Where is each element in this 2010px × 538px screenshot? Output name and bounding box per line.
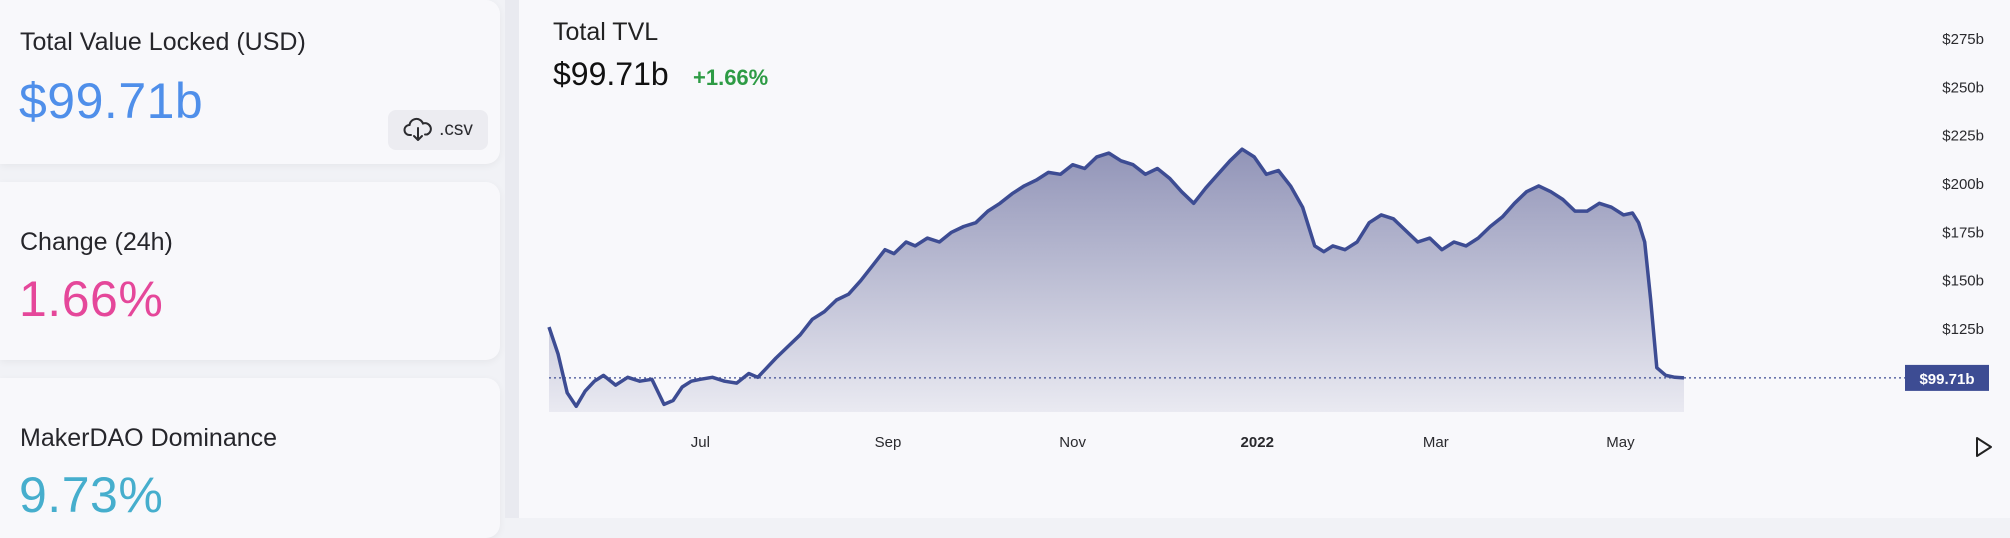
tvl-area-fill [549, 149, 1684, 412]
current-value-tag [1905, 364, 1989, 391]
change-value: 1.66% [19, 271, 164, 327]
y-tick-label: $275b [1942, 31, 1984, 48]
x-tick-label: May [1606, 434, 1635, 451]
dominance-card: MakerDAO Dominance 9.73% [0, 378, 500, 538]
x-tick-label: Nov [1059, 434, 1086, 451]
x-tick-label: 2022 [1241, 434, 1274, 451]
tvl-area-chart[interactable]: $99.71b $275b $250b $225b $200b $175b $150b $12… [519, 0, 2010, 518]
x-tick-label: Mar [1423, 434, 1449, 451]
dominance-label: MakerDAO Dominance [20, 424, 278, 452]
chart-change: +1.66% [693, 65, 769, 90]
y-tick-label: $200b [1942, 176, 1984, 193]
y-tick-label: $250b [1942, 79, 1984, 96]
tvl-chart-panel: Total TVL $99.71b +1.66% $99.71b $275b $25… [519, 0, 2010, 518]
y-tick-label: $225b [1942, 128, 1984, 145]
panel-divider [505, 0, 519, 518]
change-card: Change (24h) 1.66% [0, 182, 500, 360]
y-tick-label: $150b [1942, 273, 1984, 290]
x-tick-label: Jul [691, 434, 710, 451]
x-tick-label: Sep [875, 434, 902, 451]
chart-title: Total TVL [553, 18, 659, 46]
tvl-card: Total Value Locked (USD) $99.71b .csv [0, 0, 500, 164]
dominance-value: 9.73% [19, 467, 164, 523]
chart-current-value: $99.71b [553, 56, 669, 92]
csv-label: .csv [439, 119, 473, 140]
change-label: Change (24h) [20, 228, 173, 256]
download-csv-button[interactable]: .csv [388, 110, 488, 150]
tvl-value: $99.71b [19, 73, 204, 129]
current-value-label: $99.71b [1919, 371, 1974, 388]
tvl-label: Total Value Locked (USD) [20, 28, 306, 56]
y-tick-label: $175b [1942, 224, 1984, 241]
tvl-series-line [547, 147, 1685, 409]
summary-panel: Total Value Locked (USD) $99.71b .csv Ch… [0, 0, 505, 538]
play-icon[interactable] [1974, 436, 1994, 458]
y-tick-label: $125b [1942, 321, 1984, 338]
cloud-download-icon [403, 117, 432, 141]
